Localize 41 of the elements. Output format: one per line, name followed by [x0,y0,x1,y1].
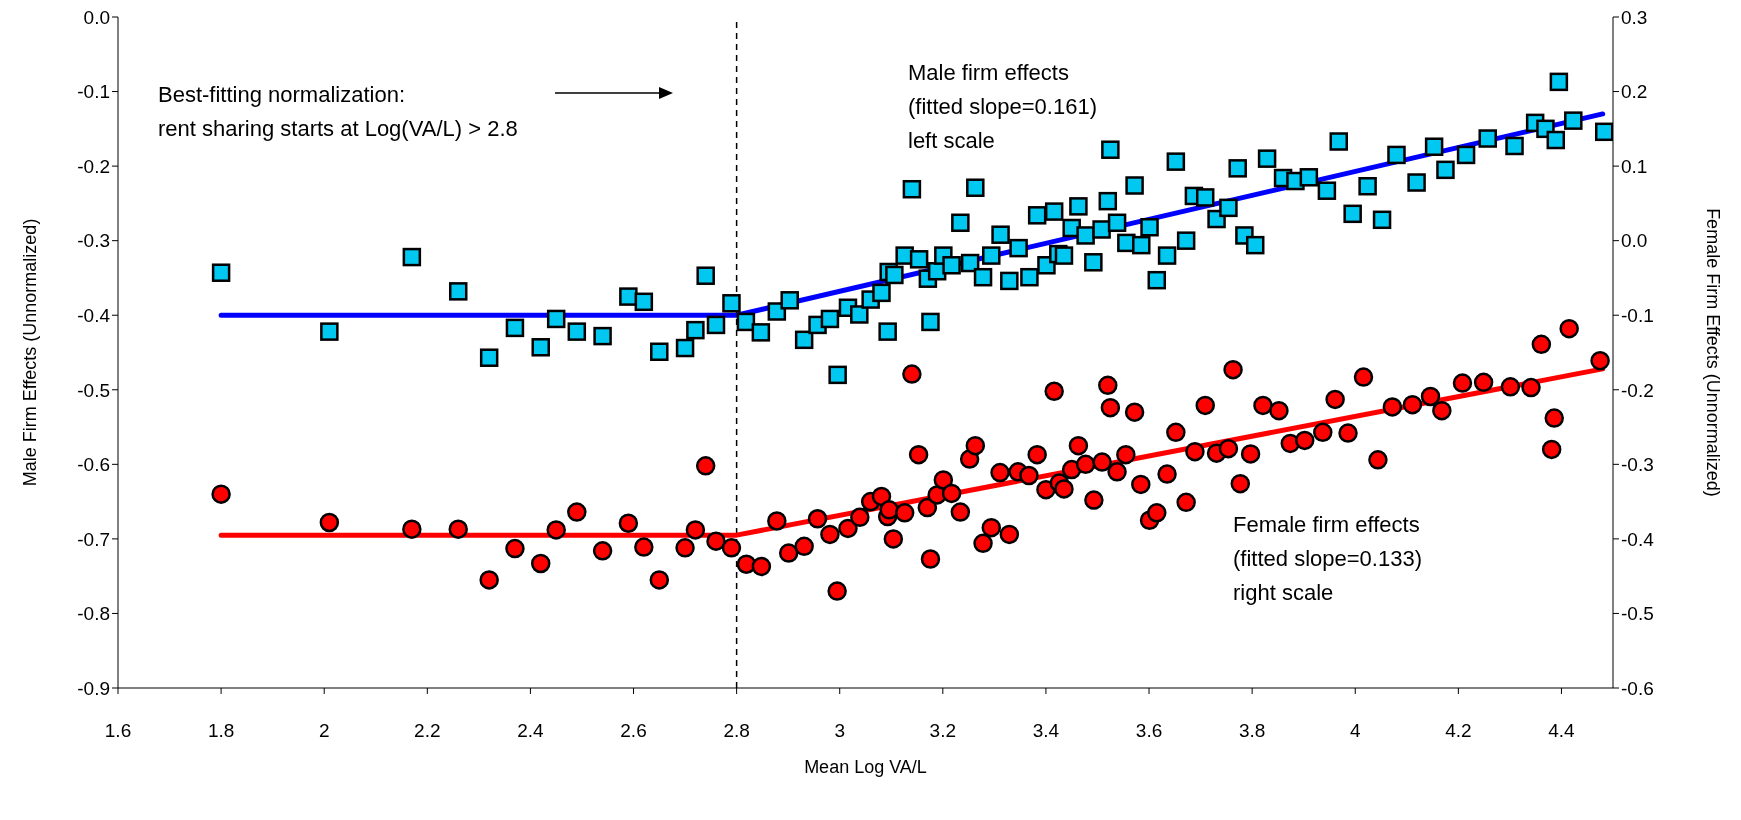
x-tick-label: 3.6 [1135,720,1163,742]
y-axis-title: Male Firm Effects (Unnormalized) [20,218,41,487]
y2-tick-label: 0.2 [1621,81,1648,103]
x-tick-label: 1.8 [207,720,235,742]
y2-tick-label: -0.3 [1621,454,1654,476]
annotation: Male firm effects (fitted slope=0.161) left scale [908,59,1097,155]
y2-tick-label: -0.5 [1621,603,1654,625]
x-tick-label: 4.2 [1445,720,1472,742]
y2-tick-label: -0.2 [1621,379,1654,401]
y-tick-label: -0.8 [77,603,110,625]
y2-tick-label: -0.1 [1621,304,1654,326]
y-tick-label: -0.4 [77,304,111,326]
x-tick-label: 2.2 [414,720,441,742]
x-tick-label: 3.2 [929,720,957,742]
x-tick-label: 4 [1349,720,1361,742]
y-tick-label: -0.5 [77,379,110,401]
y-tick-label: -0.9 [77,677,110,699]
x-tick-label: 1.6 [104,720,132,742]
y2-axis-title: Female Firm Effects (Unnormalized) [1702,208,1723,497]
annotation: Best-fitting normalization: rent sharing starts at Log(VA/L) > 2.8 [158,81,518,143]
y-tick-label: -0.3 [77,230,110,252]
x-tick-label: 2.8 [723,720,750,742]
y2-tick-label: 0.1 [1621,155,1648,177]
x-tick-label: 3 [834,720,846,742]
annotation: Female firm effects (fitted slope=0.133) right scale [1233,511,1422,607]
x-axis-title: Mean Log VA/L [804,757,927,777]
x-tick-label: 4.4 [1548,720,1576,742]
y-tick-label: -0.6 [77,454,110,476]
x-tick-label: 2.4 [517,720,545,742]
x-tick-label: 3.8 [1238,720,1266,742]
y2-tick-label: 0.0 [1621,230,1648,252]
y-tick-label: -0.1 [77,81,110,103]
y-tick-label: -0.2 [77,155,110,177]
y-tick-label: 0.0 [83,6,110,28]
y2-tick-label: -0.6 [1621,677,1654,699]
y2-tick-label: -0.4 [1621,528,1655,550]
x-tick-label: 2.6 [620,720,647,742]
y2-tick-label: 0.3 [1621,6,1648,28]
x-tick-label: 2 [318,720,330,742]
y-tick-label: -0.7 [77,528,110,550]
x-tick-label: 3.4 [1032,720,1060,742]
